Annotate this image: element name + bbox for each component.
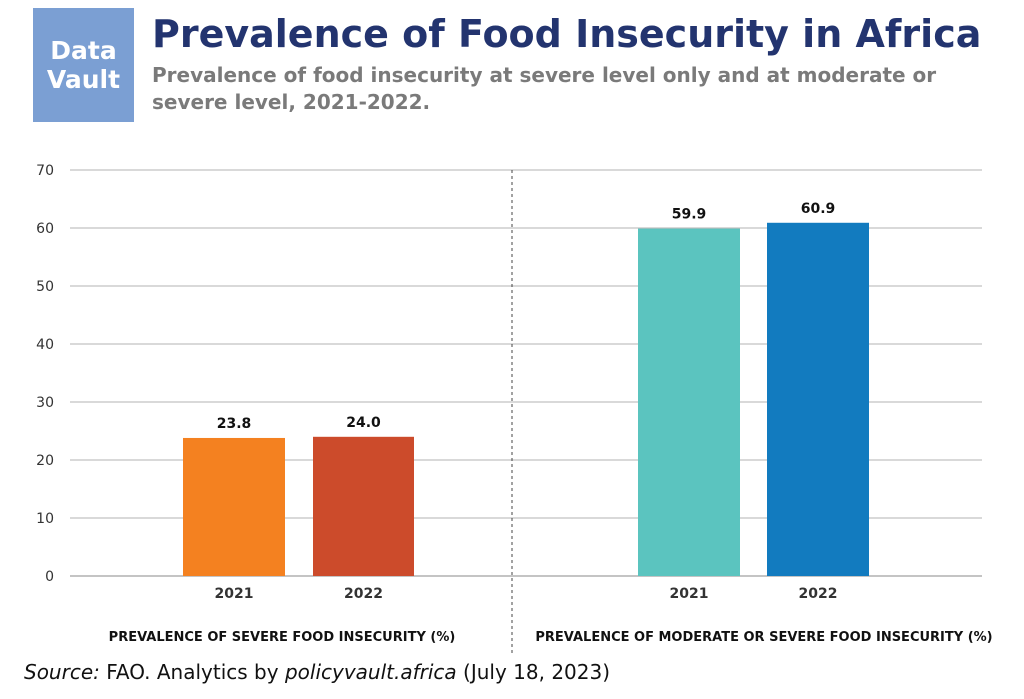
- source-site: policyvault.africa: [284, 660, 457, 684]
- y-tick-label: 20: [36, 453, 54, 469]
- y-tick-label: 70: [36, 163, 54, 179]
- x-tick-label: 2022: [799, 586, 838, 602]
- y-tick-label: 60: [36, 221, 54, 237]
- bar: [638, 228, 740, 576]
- source-text: FAO. Analytics by: [99, 660, 285, 684]
- x-tick-label: 2021: [215, 586, 254, 602]
- bar: [767, 222, 869, 576]
- group-label: PREVALENCE OF MODERATE OR SEVERE FOOD IN…: [535, 630, 992, 645]
- y-tick-label: 10: [36, 511, 54, 527]
- y-tick-label: 40: [36, 337, 54, 353]
- data-label: 59.9: [672, 207, 707, 223]
- chart-title: Prevalence of Food Insecurity in Africa: [152, 12, 982, 56]
- data-label: 24.0: [346, 415, 381, 431]
- bar: [313, 436, 414, 576]
- data-label: 60.9: [801, 201, 836, 217]
- data-vault-logo: Data Vault: [33, 8, 134, 122]
- source-note: Source: FAO. Analytics by policyvault.af…: [24, 660, 610, 684]
- source-date: (July 18, 2023): [456, 660, 611, 684]
- group-label: PREVALENCE OF SEVERE FOOD INSECURITY (%): [109, 630, 456, 645]
- y-tick-label: 50: [36, 279, 54, 295]
- x-tick-label: 2021: [670, 586, 709, 602]
- data-label: 23.8: [217, 416, 252, 432]
- source-label: Source:: [24, 660, 100, 684]
- chart-subtitle: Prevalence of food insecurity at severe …: [152, 63, 937, 114]
- x-tick-label: 2022: [344, 586, 383, 602]
- logo-line-2: Vault: [46, 65, 121, 94]
- bar: [183, 437, 285, 576]
- y-tick-label: 0: [45, 569, 54, 585]
- logo-line-1: Data: [50, 36, 117, 65]
- bar-chart: 0 10 20 30 40 50 60 70 23.8 2021 24.0 2022 PREVALENC…: [36, 163, 993, 655]
- y-tick-label: 30: [36, 395, 54, 411]
